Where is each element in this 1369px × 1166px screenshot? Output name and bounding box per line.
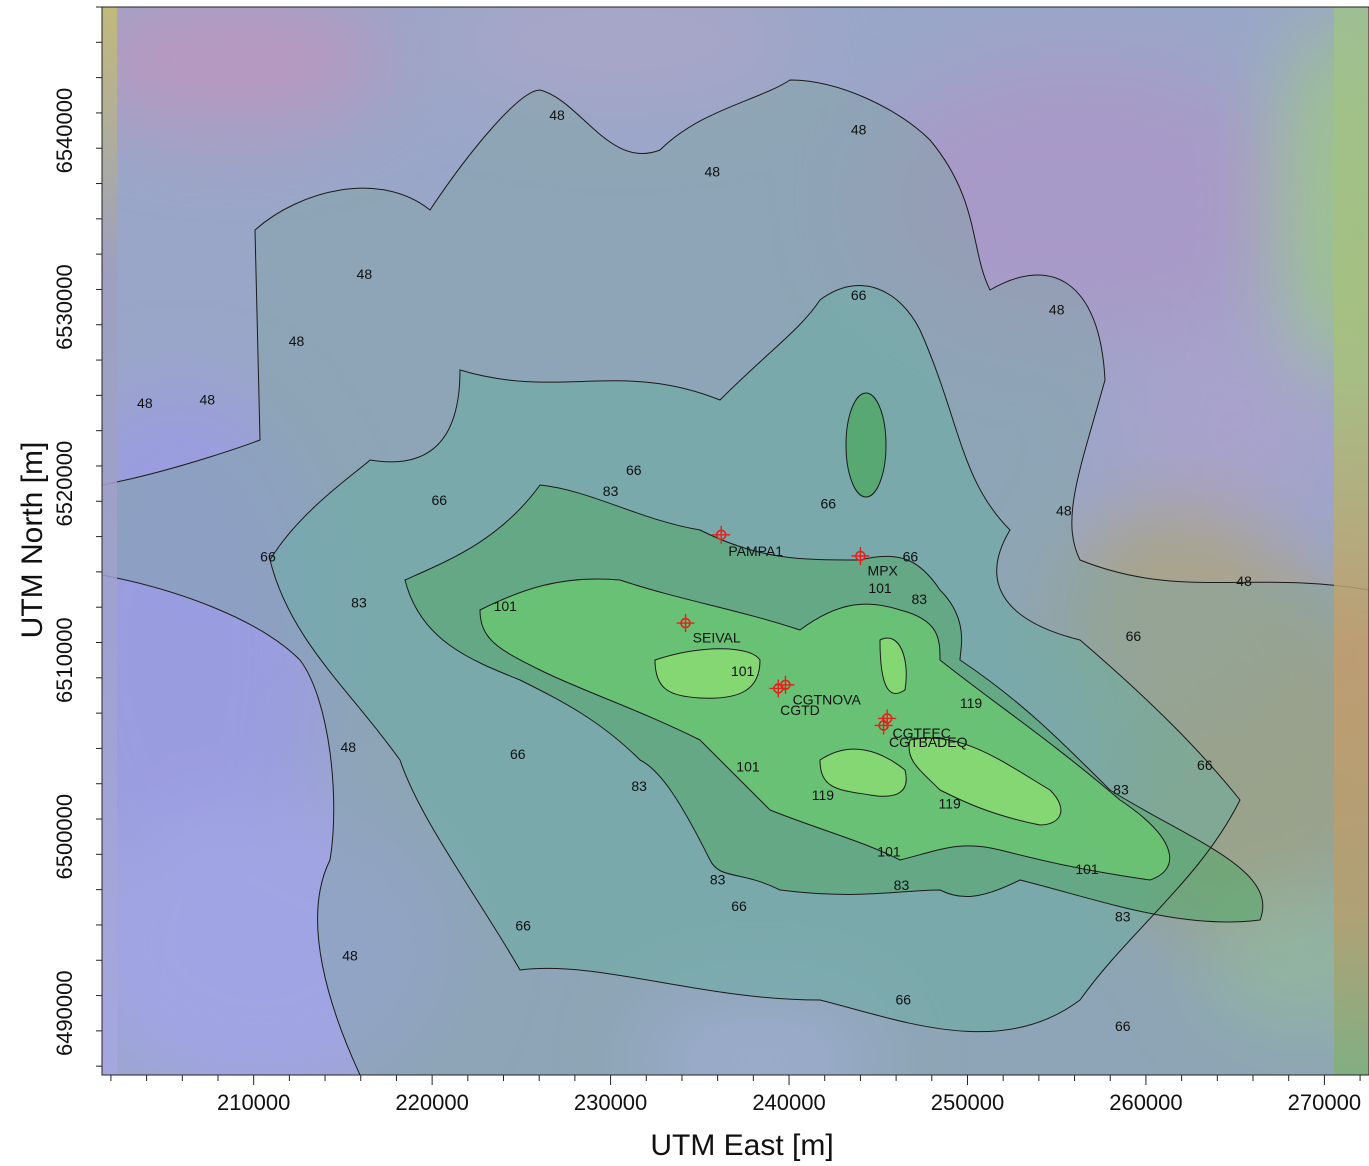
contour-label-48: 48	[357, 266, 373, 282]
source-marker-cgtd[interactable]: CGTD	[769, 679, 820, 718]
contour-label-48: 48	[199, 391, 215, 407]
contour-line-119	[654, 637, 1062, 826]
x-tick-label: 260000	[1109, 1090, 1182, 1115]
y-tick-label: 6520000	[52, 441, 77, 527]
contour-label-119: 119	[938, 796, 961, 812]
contour-label-48: 48	[289, 333, 305, 349]
y-axis: 6490000 6500000 6510000 6520000 6530000 65400…	[52, 6, 102, 1067]
contour-label-101: 101	[868, 580, 892, 596]
contour-label-101: 101	[736, 759, 760, 775]
contour-line-island	[845, 392, 887, 498]
source-label: PAMPA1	[728, 543, 783, 559]
contour-label-66: 66	[1115, 1018, 1131, 1034]
contour-label-101: 101	[494, 598, 518, 614]
contour-label-83: 83	[1115, 909, 1131, 925]
contour-label-83: 83	[603, 483, 619, 499]
source-label: SEIVAL	[693, 630, 741, 646]
contour-label-83: 83	[912, 591, 928, 607]
contour-label-66: 66	[1126, 628, 1142, 644]
contour-label-66: 66	[260, 548, 276, 564]
contour-label-66: 66	[510, 746, 526, 762]
contour-bands	[102, 80, 1369, 1075]
contour-label-66: 66	[851, 287, 867, 303]
y-tick-label: 6510000	[52, 617, 77, 703]
contour-label-48: 48	[137, 395, 153, 411]
x-tick-label: 270000	[1288, 1090, 1361, 1115]
contour-label-48: 48	[1236, 573, 1252, 589]
contour-label-48: 48	[549, 107, 565, 123]
contour-label-101: 101	[731, 663, 755, 679]
contour-label-66: 66	[895, 992, 911, 1008]
y-tick-label: 6530000	[52, 264, 77, 350]
contour-label-83: 83	[1113, 781, 1129, 797]
contour-line-48-south	[102, 574, 361, 1075]
source-marker-seival[interactable]: SEIVAL	[676, 614, 741, 646]
contour-island-north	[846, 393, 886, 497]
contour-label-48: 48	[705, 164, 721, 180]
contour-label-101: 101	[1075, 861, 1099, 877]
contour-label-66: 66	[431, 492, 447, 508]
contour-label-48: 48	[340, 739, 356, 755]
contour-label-66: 66	[821, 496, 837, 512]
x-tick-label: 230000	[574, 1090, 647, 1115]
source-marker-mpx[interactable]: MPX	[851, 547, 899, 579]
contour-label-48: 48	[1049, 301, 1065, 317]
x-tick-label: 240000	[752, 1090, 825, 1115]
contour-label-119: 119	[960, 695, 983, 711]
contour-label-66: 66	[903, 548, 919, 564]
plot-frame	[101, 6, 1369, 1076]
x-tick-label: 250000	[931, 1090, 1004, 1115]
y-tick-label: 6490000	[52, 970, 77, 1056]
source-label: MPX	[868, 563, 899, 579]
contour-line-101	[479, 578, 1171, 881]
contour-label-66: 66	[515, 917, 531, 933]
left-edge-strip	[102, 7, 117, 1075]
source-marker-cgtbadeq[interactable]: CGTBADEQ	[874, 716, 968, 750]
contour-label-66: 66	[1197, 757, 1213, 773]
x-tick-label: 210000	[217, 1090, 290, 1115]
x-axis-title: UTM East [m]	[650, 1129, 833, 1162]
contour-labels: 48 48 48 48 48 48 48 48 48 48 48 48 66 66 66 66 66 66 66 66…	[137, 107, 1252, 1034]
y-tick-label: 6540000	[52, 88, 77, 174]
contour-label-101: 101	[877, 843, 901, 859]
terrain-background	[102, 7, 1369, 1075]
contour-lines	[102, 79, 1369, 1075]
contour-label-83: 83	[631, 778, 647, 794]
source-label: CGTD	[780, 702, 820, 718]
x-axis: 210000 220000 230000 240000 250000 260000 2700…	[110, 1075, 1361, 1115]
contour-label-83: 83	[710, 872, 726, 888]
contour-label-83: 83	[894, 877, 910, 893]
contour-label-83: 83	[351, 594, 367, 610]
source-label: CGTBADEQ	[889, 734, 968, 750]
contour-line-48	[102, 79, 1369, 591]
contour-label-66: 66	[626, 462, 642, 478]
source-label: CGTEEC	[893, 725, 951, 741]
right-edge-strip	[1334, 7, 1369, 1075]
contour-label-119: 119	[812, 787, 835, 803]
y-axis-title: UTM North [m]	[16, 442, 49, 639]
source-label: CGTNOVA	[793, 691, 862, 707]
contour-band-119	[655, 638, 1061, 825]
contour-label-48: 48	[342, 947, 358, 963]
x-tick-label: 220000	[395, 1090, 468, 1115]
contour-label-66: 66	[731, 898, 747, 914]
contour-label-48: 48	[851, 121, 867, 137]
contour-line-66	[269, 285, 1241, 1033]
contour-label-48: 48	[1056, 503, 1072, 519]
y-tick-label: 6500000	[52, 794, 77, 880]
source-marker-pampa1[interactable]: PAMPA1	[712, 525, 783, 559]
source-marker-cgteec[interactable]: CGTEEC	[878, 709, 951, 741]
